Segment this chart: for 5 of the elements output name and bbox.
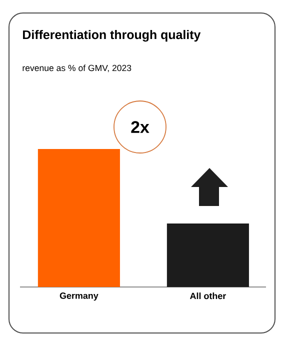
chart-subtitle: revenue as % of GMV, 2023 <box>22 64 132 72</box>
chart-title: Differentiation through quality <box>23 30 201 42</box>
x-tick-label: All other <box>190 292 226 300</box>
text: 2x <box>131 121 150 133</box>
x-tick-label: Germany <box>60 292 98 301</box>
